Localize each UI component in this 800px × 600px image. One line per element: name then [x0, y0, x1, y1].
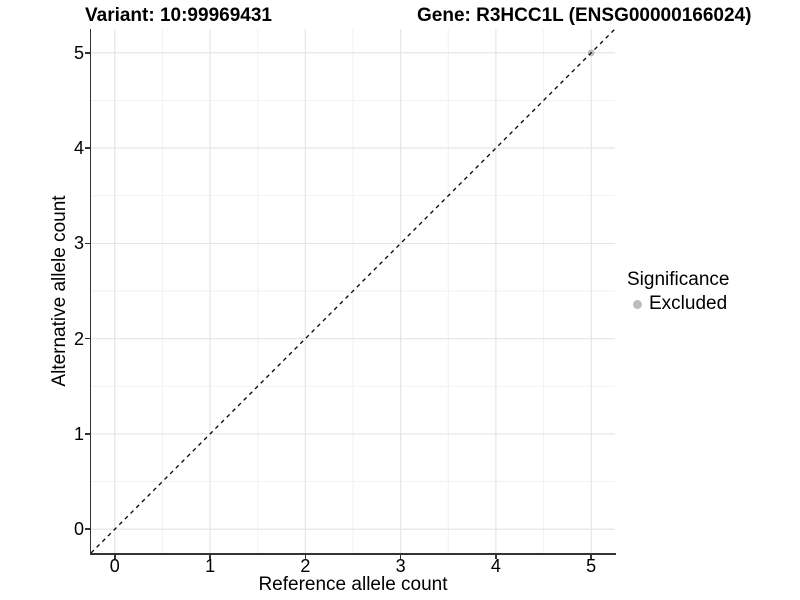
x-tick-mark [590, 554, 592, 559]
x-tick-label: 0 [109, 556, 120, 576]
gene-title: Gene: R3HCC1L (ENSG00000166024) [417, 5, 752, 26]
x-tick-mark [209, 554, 211, 559]
x-tick-mark [114, 554, 116, 559]
plot-panel [91, 29, 615, 553]
y-tick-label: 0 [73, 519, 84, 540]
x-tick-label: 3 [395, 556, 406, 576]
y-tick-mark [85, 337, 90, 340]
legend-entry-label: Excluded [649, 293, 728, 314]
x-axis-line [89, 553, 616, 555]
y-axis-title: Alternative allele count [49, 195, 70, 387]
y-tick-mark [85, 242, 90, 245]
y-tick-label: 1 [73, 423, 84, 444]
legend: Significance Excluded [627, 269, 729, 314]
x-tick-label: 1 [205, 556, 216, 576]
y-tick-label: 3 [73, 233, 84, 254]
y-tick-label: 2 [73, 328, 84, 349]
y-tick-label: 5 [73, 42, 84, 63]
identity-dashed-line [91, 29, 615, 553]
x-axis-title: Reference allele count [258, 574, 448, 595]
y-axis-line [89, 29, 91, 554]
x-tick-mark [304, 554, 307, 559]
variant-title: Variant: 10:99969431 [85, 5, 272, 26]
x-tick-label: 4 [490, 556, 501, 576]
y-tick-mark [85, 147, 90, 149]
legend-entry-excluded: Excluded [627, 294, 729, 314]
plot-canvas [91, 29, 615, 553]
x-tick-mark [495, 554, 497, 559]
y-tick-mark [85, 433, 90, 435]
x-tick-label: 5 [586, 556, 597, 576]
excluded-point-icon [633, 299, 642, 309]
x-tick-mark [399, 554, 402, 559]
x-tick-label: 2 [300, 556, 311, 576]
y-tick-mark [85, 52, 90, 54]
y-tick-label: 4 [73, 138, 84, 159]
legend-title: Significance [627, 269, 730, 290]
y-tick-mark [85, 528, 90, 530]
